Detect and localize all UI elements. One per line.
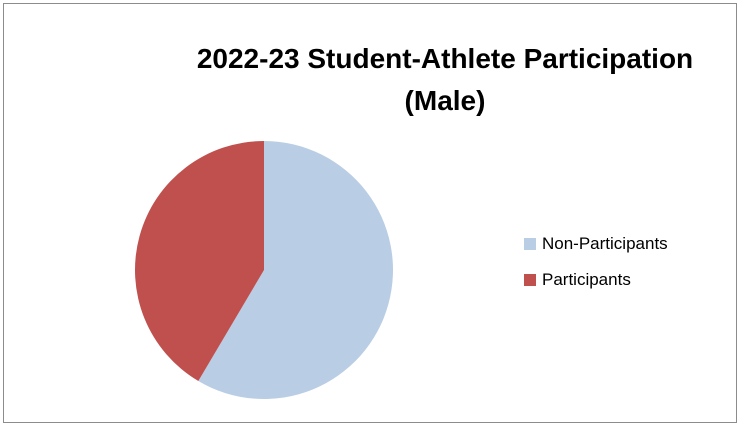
legend-item-participants: Participants	[524, 269, 668, 291]
pie-slice-participants	[135, 141, 264, 382]
legend-swatch-non-participants	[524, 238, 536, 250]
legend-label-participants: Participants	[542, 270, 631, 289]
chart-title: 2022-23 Student-Athlete Participation (M…	[150, 38, 740, 122]
pie-slice-non-participants	[198, 141, 393, 400]
chart-title-line-2: (Male)	[404, 85, 486, 116]
legend: Non-Participants Participants	[524, 233, 668, 305]
legend-swatch-participants	[524, 274, 536, 286]
chart-title-line-1: 2022-23 Student-Athlete Participation	[196, 43, 694, 74]
legend-label-non-participants: Non-Participants	[542, 234, 668, 253]
legend-item-non-participants: Non-Participants	[524, 233, 668, 255]
